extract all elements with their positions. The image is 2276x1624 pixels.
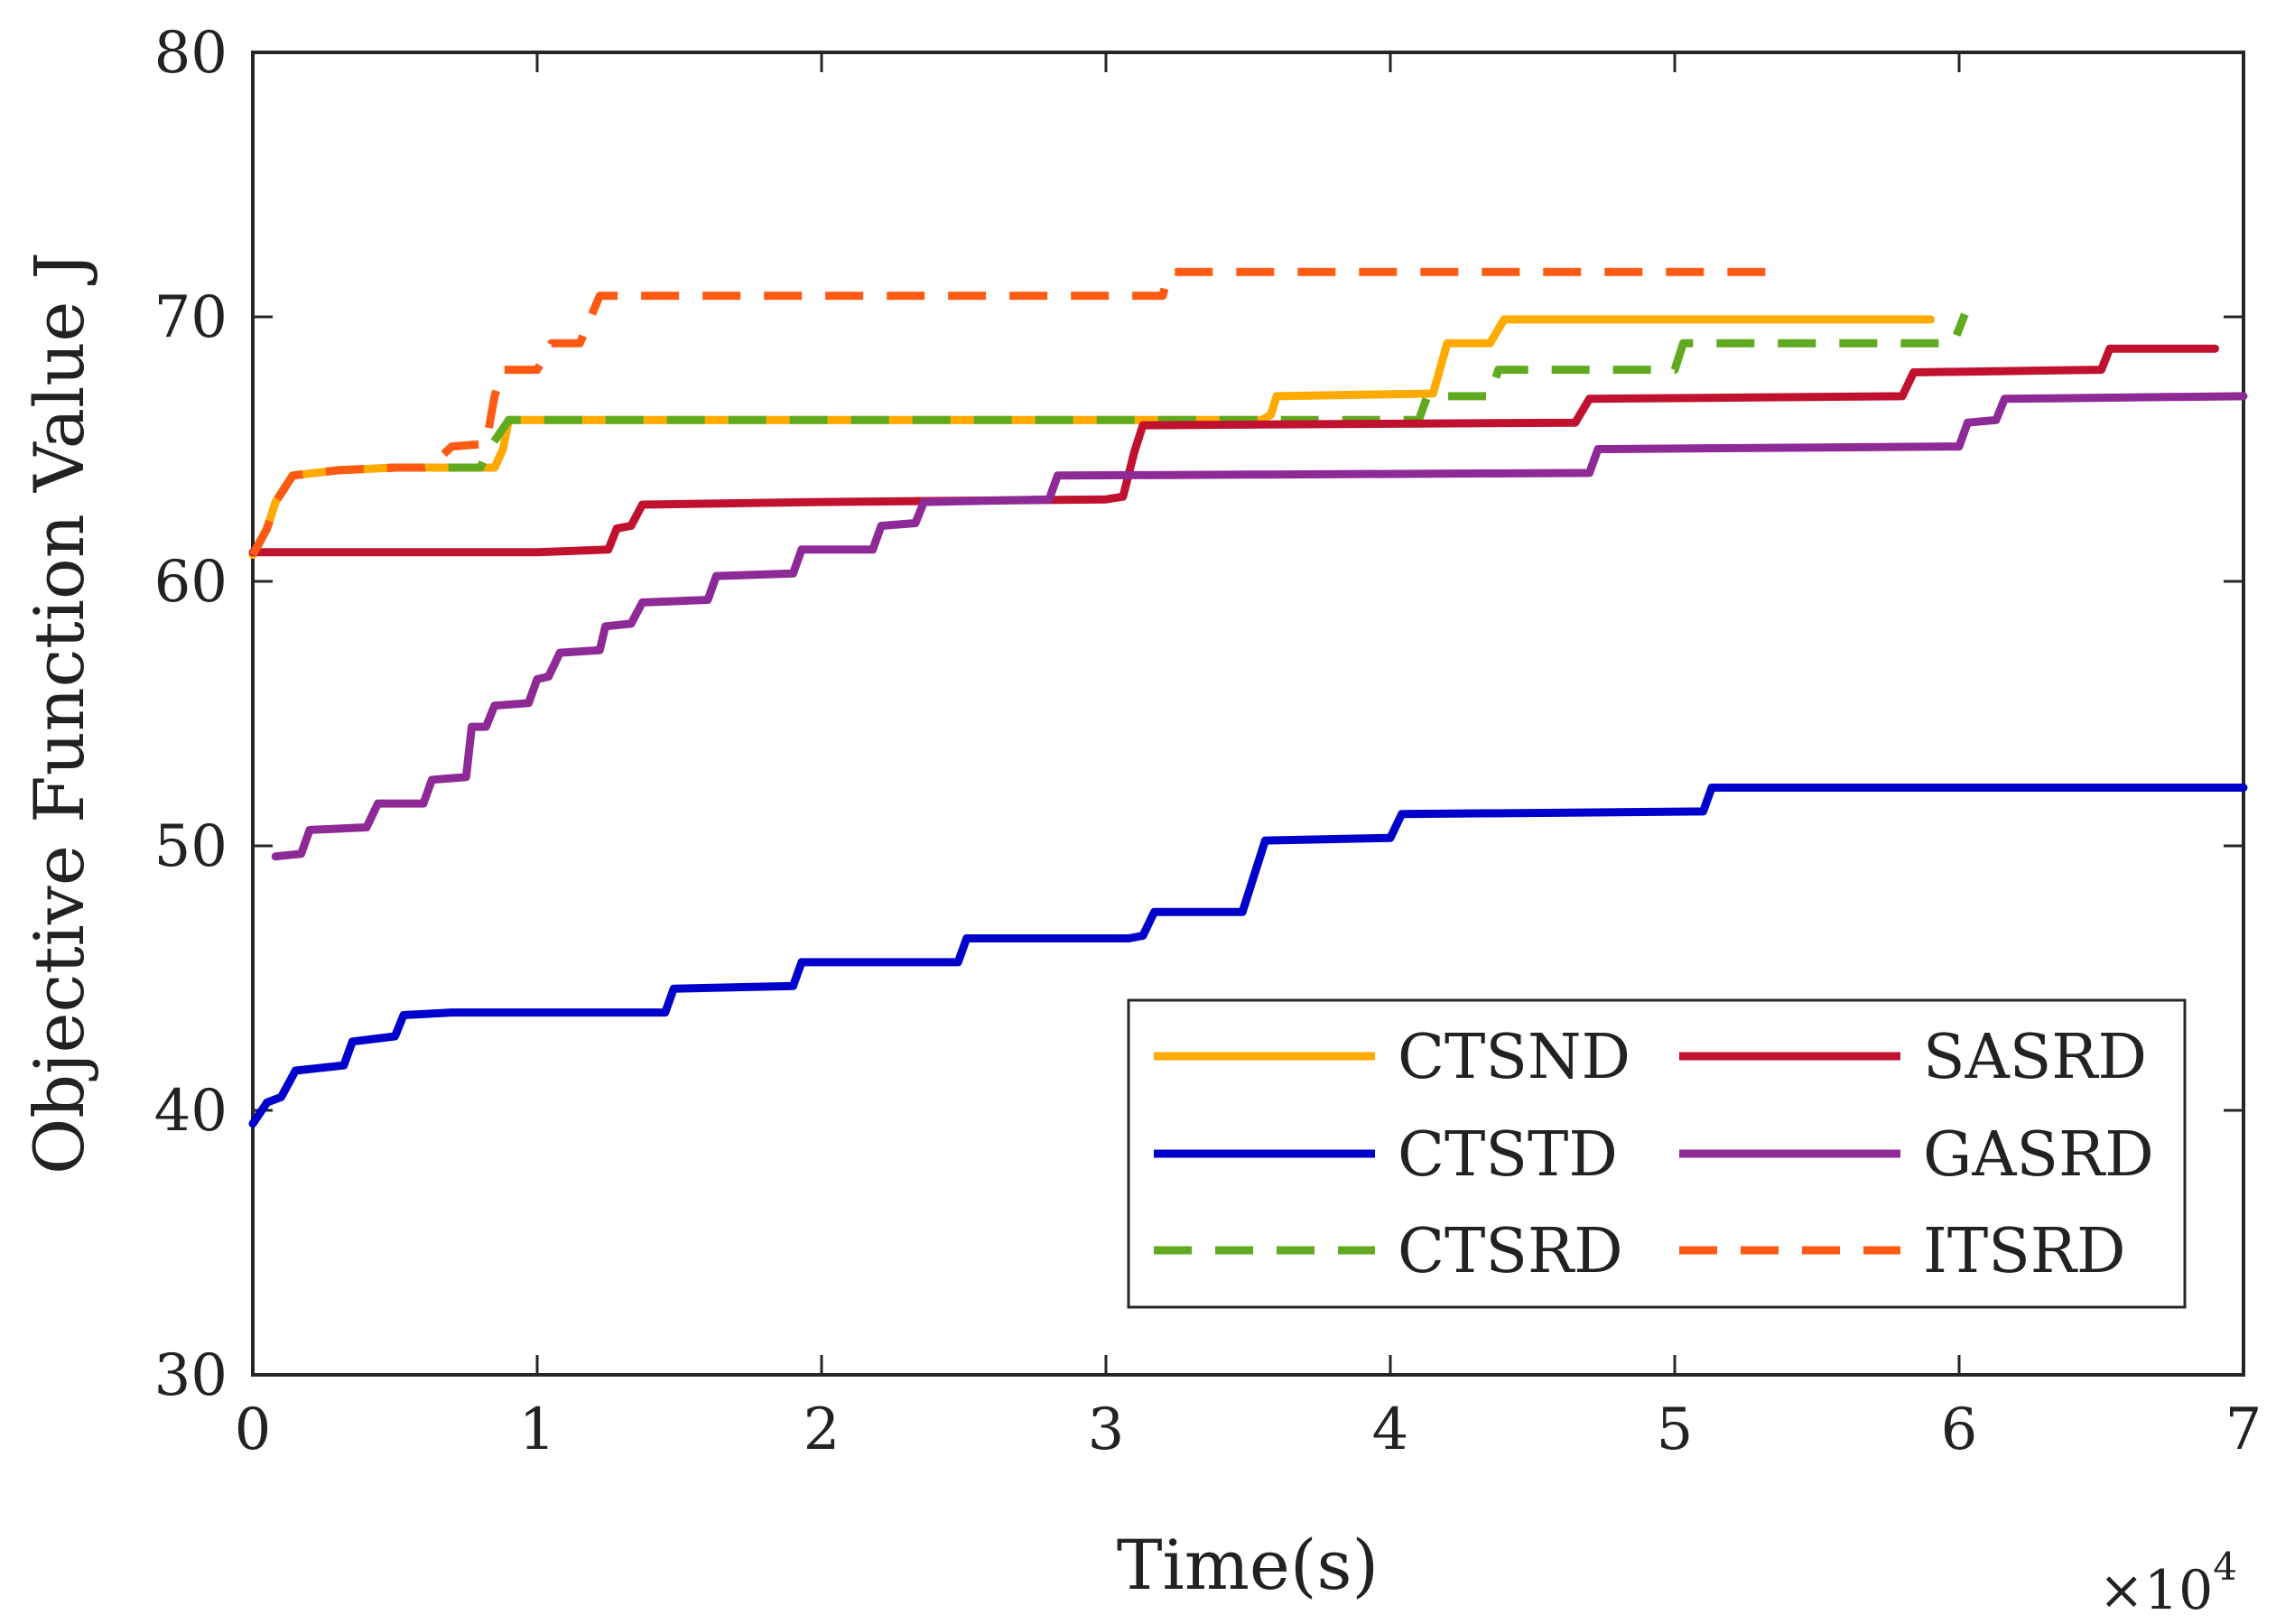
y-axis: 30 40 50 60 70 80 xyxy=(154,20,2243,1409)
x-axis-label: Time(s) xyxy=(1117,1525,1379,1605)
x-multiplier-base: ×10 xyxy=(2099,1559,2214,1622)
legend-label-gasrd: GASRD xyxy=(1923,1119,2154,1191)
y-tick-label: 40 xyxy=(154,1078,228,1145)
x-tick-label: 1 xyxy=(519,1397,556,1463)
series-line-itsrd xyxy=(249,267,1775,557)
x-tick-label: 6 xyxy=(1941,1397,1978,1463)
x-tick-label: 4 xyxy=(1372,1397,1409,1463)
legend-label-ctsrd: CTSRD xyxy=(1398,1216,1623,1287)
x-multiplier-exponent: 4 xyxy=(2213,1545,2237,1589)
x-multiplier: ×104 xyxy=(2099,1545,2237,1622)
series-line-gasrd xyxy=(271,392,2248,861)
legend-label-ctsnd: CTSND xyxy=(1398,1022,1630,1093)
y-tick-label: 60 xyxy=(154,549,228,616)
y-tick-label: 30 xyxy=(154,1342,228,1409)
y-tick-label: 80 xyxy=(154,20,228,87)
legend-label-sasrd: SASRD xyxy=(1923,1022,2147,1093)
series-line-ctstd xyxy=(248,784,2248,1128)
series-line-sasrd xyxy=(248,344,2219,557)
series-layer xyxy=(248,267,2248,1128)
y-tick-label: 70 xyxy=(154,284,228,351)
x-tick-label: 5 xyxy=(1657,1397,1694,1463)
legend-label-ctstd: CTSTD xyxy=(1398,1119,1618,1191)
x-tick-label: 3 xyxy=(1088,1397,1125,1463)
x-tick-label: 0 xyxy=(235,1397,272,1463)
x-axis: 0 1 2 3 4 5 6 7 xyxy=(235,52,2262,1463)
x-tick-label: 2 xyxy=(804,1397,841,1463)
legend: CTSND CTSTD CTSRD SASRD GASRD ITSRD xyxy=(1127,998,2187,1309)
legend-label-itsrd: ITSRD xyxy=(1923,1216,2126,1287)
y-axis-label: Objective Function Value J xyxy=(19,252,99,1174)
x-tick-label: 7 xyxy=(2225,1397,2262,1463)
y-tick-label: 50 xyxy=(154,813,228,880)
